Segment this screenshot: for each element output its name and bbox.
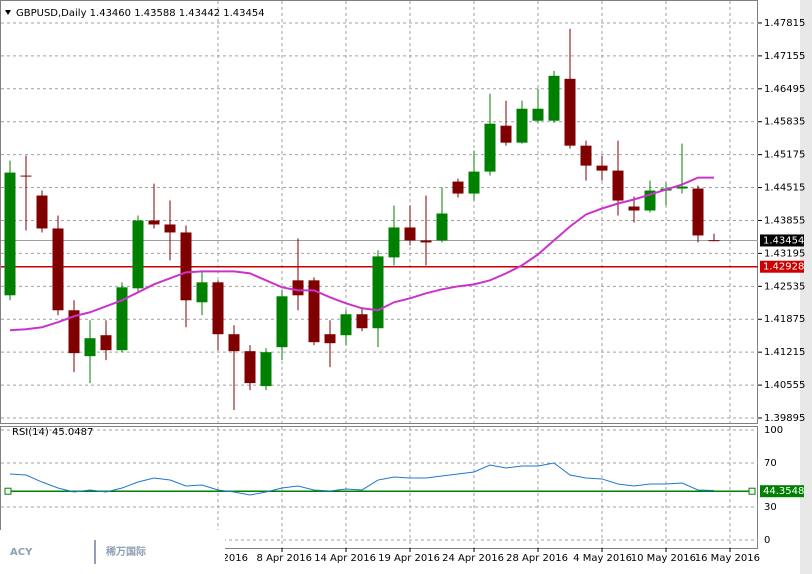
candle-body xyxy=(484,123,496,172)
candle-body xyxy=(372,256,384,329)
candle-body xyxy=(164,224,176,233)
rsi-tick-label: 100 xyxy=(764,425,783,436)
candle-body xyxy=(260,352,272,387)
x-tick-label: 2016 xyxy=(223,553,248,564)
moving-average xyxy=(9,176,714,332)
y-tick-label: 1.45835 xyxy=(764,117,805,128)
candle-body xyxy=(196,282,208,303)
y-tick-label: 1.41875 xyxy=(764,314,805,325)
candle-body xyxy=(84,338,96,357)
y-tick-label: 1.43195 xyxy=(764,248,805,259)
x-tick-label: 4 May 2016 xyxy=(573,553,632,564)
candle-body xyxy=(548,75,560,121)
y-tick-label: 1.44515 xyxy=(764,183,805,194)
y-tick-label: 1.47155 xyxy=(764,51,805,62)
candle-body xyxy=(132,220,144,289)
level-label: 1.42928 xyxy=(763,262,804,273)
y-tick-label: 1.45175 xyxy=(764,150,805,161)
candle-body xyxy=(676,186,688,189)
y-tick-label: 1.41215 xyxy=(764,347,805,358)
candle-body xyxy=(436,213,448,241)
candle-body xyxy=(36,195,48,229)
logo-background xyxy=(0,530,225,574)
bid-label: 1.43454 xyxy=(763,235,804,246)
candle-body xyxy=(340,314,352,336)
chart-header: GBPUSD,Daily 1.43460 1.43588 1.43442 1.4… xyxy=(16,8,265,19)
rsi-level-handle xyxy=(4,487,12,495)
candle-body xyxy=(52,228,64,311)
candle-body xyxy=(532,108,544,121)
candle-body xyxy=(356,314,368,329)
x-tick-label: 14 Apr 2016 xyxy=(314,553,376,564)
candle-body xyxy=(100,335,112,351)
logo: ACY 稀万国际 xyxy=(0,530,225,574)
candle-body xyxy=(228,334,240,352)
candle-body xyxy=(244,351,256,384)
rsi-title: RSI(14) 45.0487 xyxy=(12,427,93,438)
candle-body xyxy=(324,334,336,344)
x-tick-label: 24 Apr 2016 xyxy=(442,553,504,564)
y-tick-label: 1.46495 xyxy=(764,84,805,95)
x-tick-label: 16 May 2016 xyxy=(695,553,760,564)
y-tick-label: 1.39895 xyxy=(764,413,805,424)
rsi-panel-frame xyxy=(0,426,758,549)
y-tick-label: 1.42535 xyxy=(764,281,805,292)
candle-body xyxy=(20,175,32,177)
logo-name: 稀万国际 xyxy=(106,545,146,558)
logo-brand: ACY xyxy=(10,547,33,558)
candle-body xyxy=(180,232,192,301)
rsi-level-label-box xyxy=(760,485,804,498)
rsi-level-handle xyxy=(748,487,756,495)
candle-body xyxy=(116,287,128,351)
candle-body xyxy=(292,280,304,296)
rsi-line xyxy=(9,462,715,496)
x-tick-label: 10 May 2016 xyxy=(631,553,696,564)
main-panel-frame xyxy=(0,0,758,424)
candle-body xyxy=(500,125,512,143)
rsi-tick-label: 70 xyxy=(764,458,777,469)
candle-body xyxy=(420,240,432,243)
candle-body xyxy=(564,78,576,146)
candle-body xyxy=(452,181,464,194)
candle-body xyxy=(596,165,608,171)
candle-body xyxy=(612,170,624,201)
candle-body xyxy=(4,172,16,296)
y-tick-label: 1.40555 xyxy=(764,380,805,391)
candle-body xyxy=(692,188,704,236)
candle-body xyxy=(308,280,320,343)
y-tick-label: 1.43855 xyxy=(764,215,805,226)
candle-body xyxy=(212,282,224,335)
menu-arrow xyxy=(5,10,11,15)
candle-body xyxy=(628,206,640,211)
candle-body xyxy=(68,310,80,354)
bid-label-box xyxy=(760,234,804,247)
candle-body xyxy=(404,227,416,241)
x-tick-label: 8 Apr 2016 xyxy=(257,553,312,564)
rsi-level-label: 44.3548 xyxy=(763,486,804,497)
candle-body xyxy=(580,145,592,166)
candle-body xyxy=(516,108,528,143)
level-label-box xyxy=(760,260,804,273)
y-tick-label: 1.47815 xyxy=(764,18,805,29)
candle-body xyxy=(468,171,480,194)
candle-body xyxy=(276,296,288,348)
candle-body xyxy=(388,227,400,258)
x-tick-label: 28 Apr 2016 xyxy=(506,553,568,564)
candle-body xyxy=(644,190,656,211)
rsi-tick-label: 0 xyxy=(764,535,770,546)
window-edge xyxy=(800,0,812,574)
candle-body xyxy=(148,220,160,225)
rsi-tick-label: 30 xyxy=(764,502,777,513)
x-tick-label: 19 Apr 2016 xyxy=(378,553,440,564)
candle-body xyxy=(708,240,720,242)
